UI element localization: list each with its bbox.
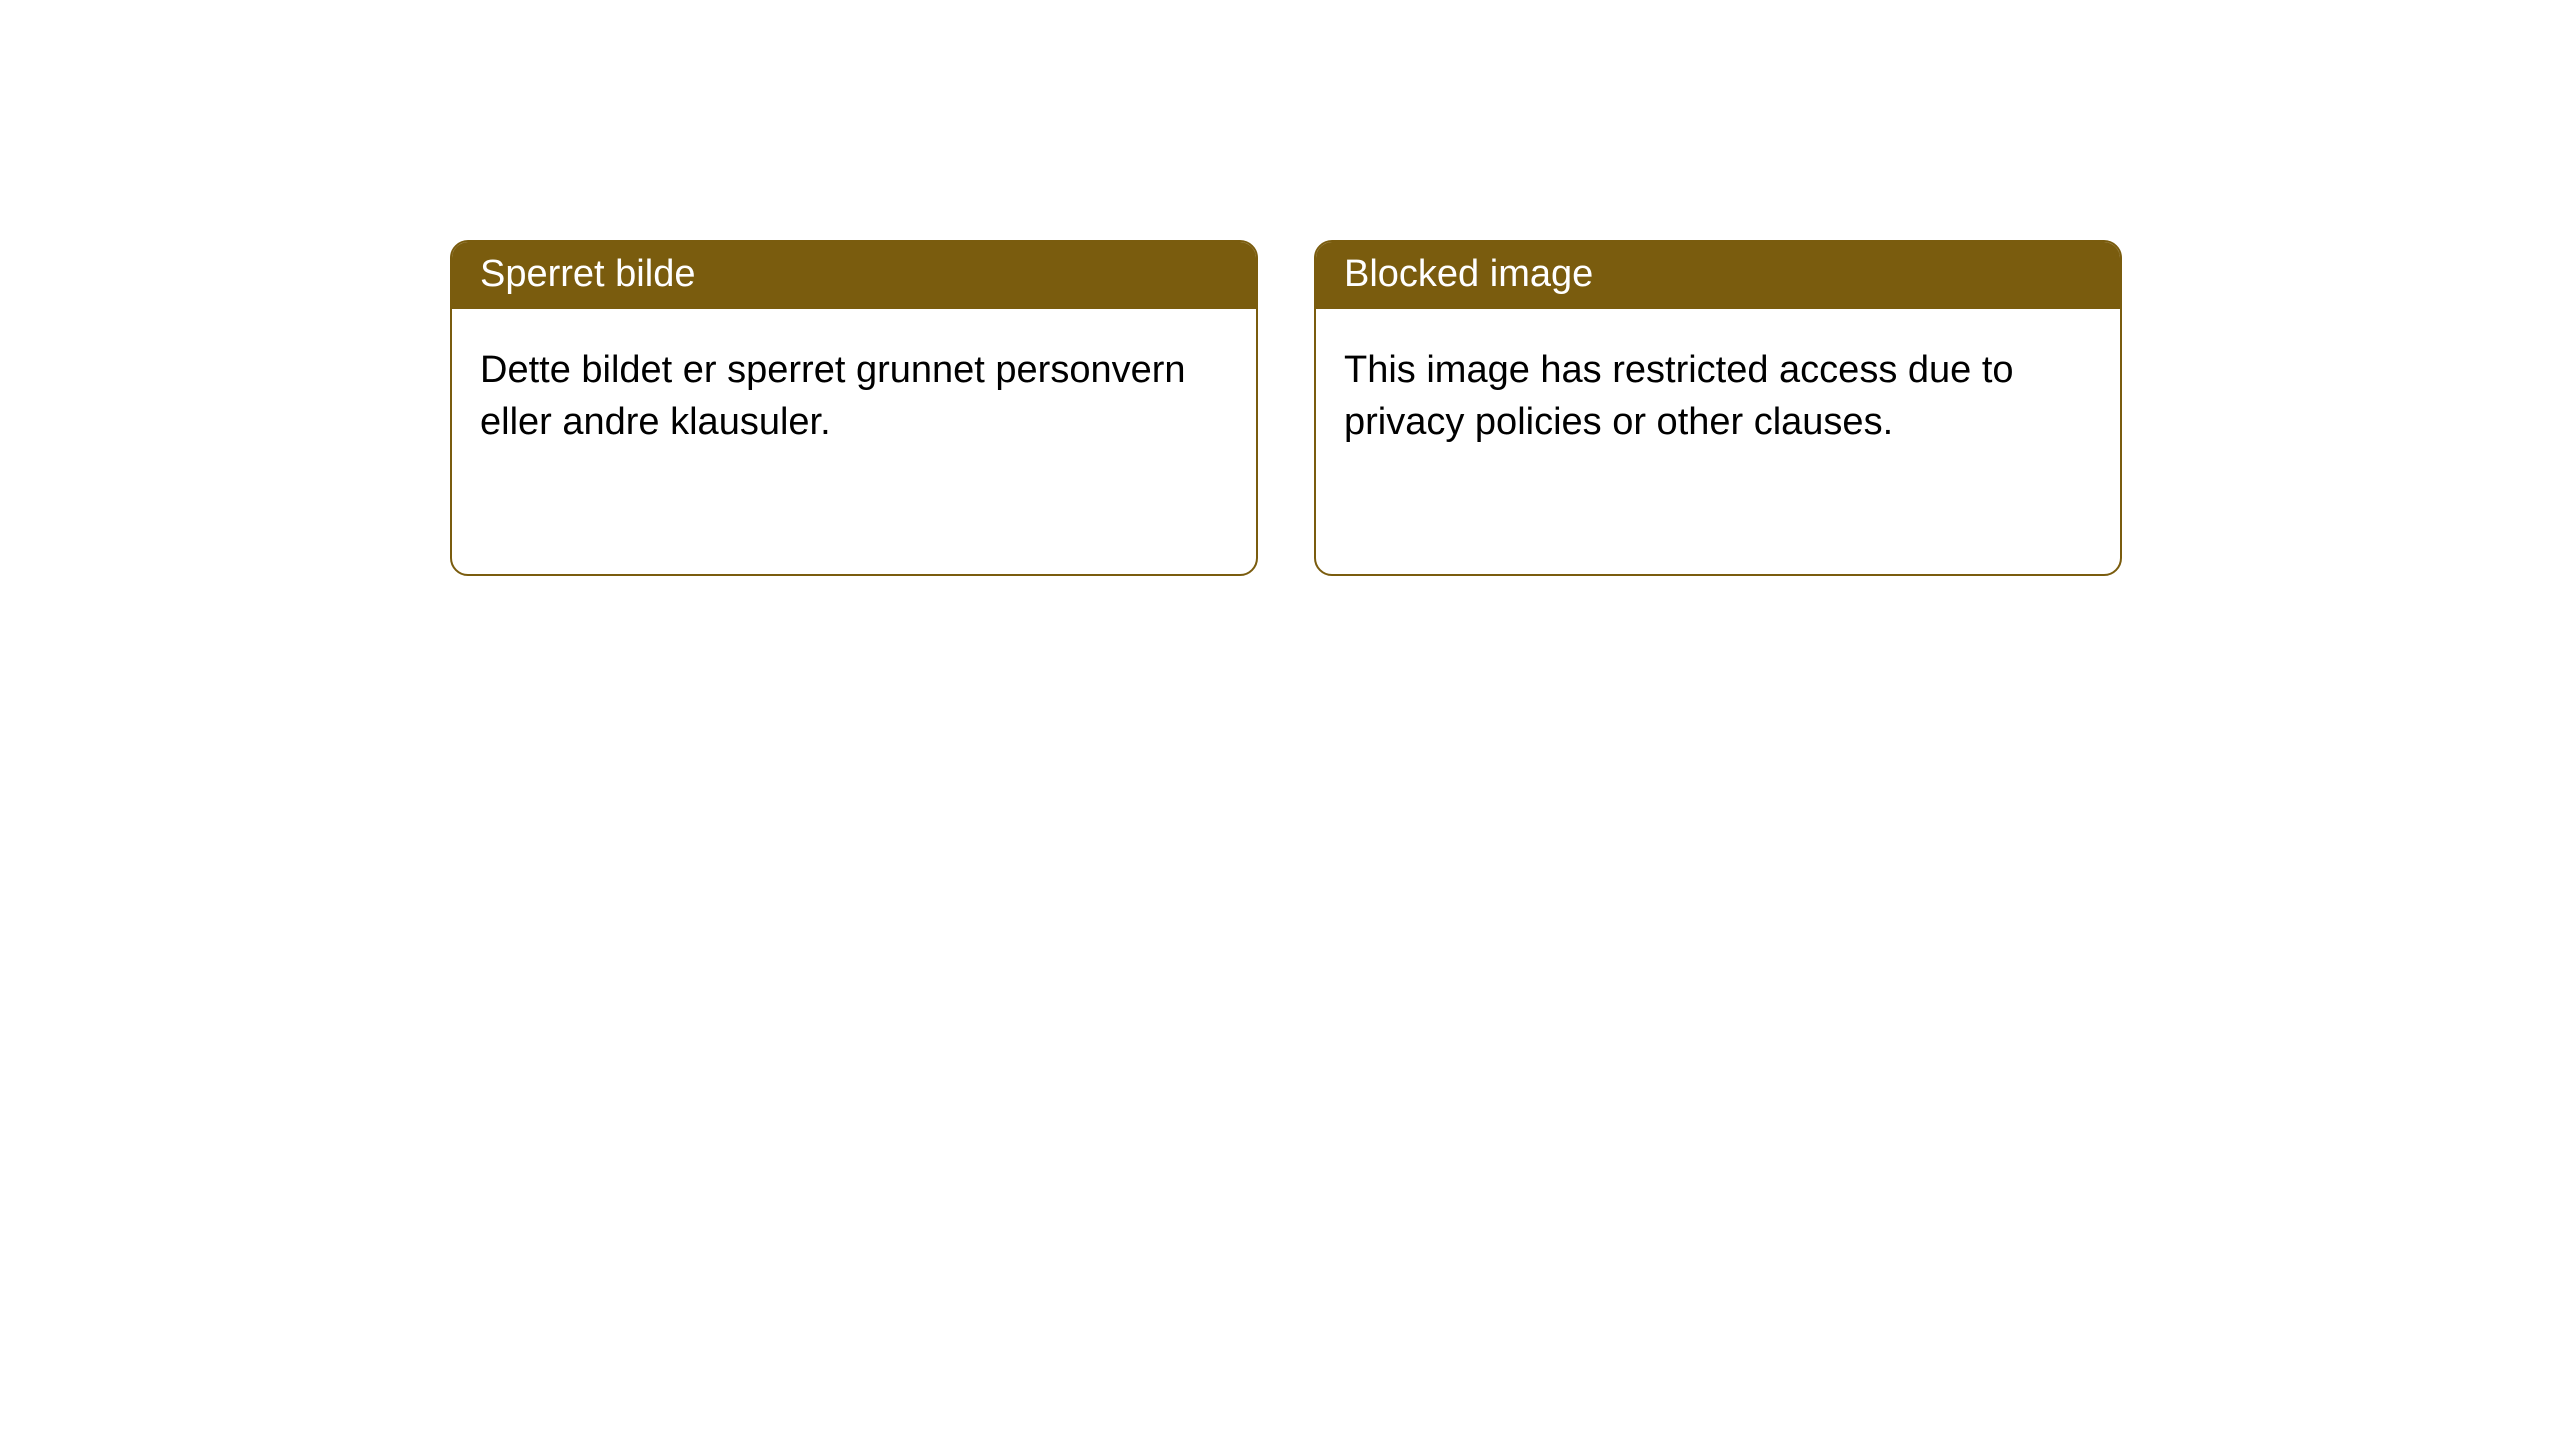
notice-box-norwegian: Sperret bilde Dette bildet er sperret gr… (450, 240, 1258, 576)
notice-body: Dette bildet er sperret grunnet personve… (452, 309, 1256, 484)
notices-container: Sperret bilde Dette bildet er sperret gr… (0, 0, 2560, 576)
notice-header: Blocked image (1316, 242, 2120, 309)
notice-box-english: Blocked image This image has restricted … (1314, 240, 2122, 576)
notice-body: This image has restricted access due to … (1316, 309, 2120, 484)
notice-header: Sperret bilde (452, 242, 1256, 309)
